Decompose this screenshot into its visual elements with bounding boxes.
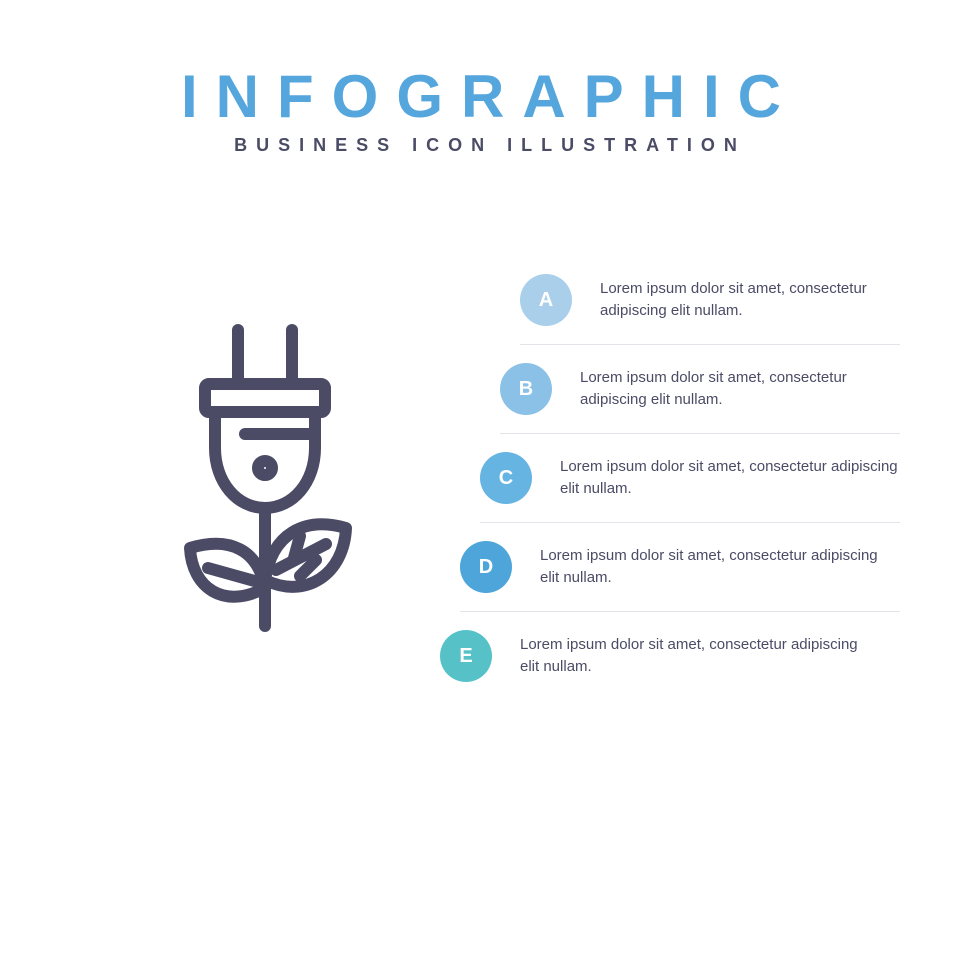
page-title: INFOGRAPHIC [0,62,980,131]
content-row: A Lorem ipsum dolor sit amet, consectetu… [0,156,980,700]
eco-plug-icon [150,318,380,638]
step-text-d: Lorem ipsum dolor sit amet, consectetur … [540,545,900,590]
step-badge-c: C [480,452,532,504]
step-badge-d: D [460,541,512,593]
steps-list: A Lorem ipsum dolor sit amet, consectetu… [450,256,900,700]
step-b: B Lorem ipsum dolor sit amet, consectetu… [500,345,900,434]
main-icon-area [80,318,450,638]
step-d: D Lorem ipsum dolor sit amet, consectetu… [460,523,900,612]
header: INFOGRAPHIC BUSINESS ICON ILLUSTRATION [0,0,980,156]
step-c: C Lorem ipsum dolor sit amet, consectetu… [480,434,900,523]
step-a: A Lorem ipsum dolor sit amet, consectetu… [520,256,900,345]
step-text-c: Lorem ipsum dolor sit amet, consectetur … [560,456,900,501]
page-subtitle: BUSINESS ICON ILLUSTRATION [0,135,980,156]
step-text-a: Lorem ipsum dolor sit amet, consectetur … [600,278,900,323]
step-text-e: Lorem ipsum dolor sit amet, consectetur … [520,634,880,679]
step-e: E Lorem ipsum dolor sit amet, consectetu… [440,612,900,700]
step-text-b: Lorem ipsum dolor sit amet, consectetur … [580,367,900,412]
step-badge-e: E [440,630,492,682]
step-badge-a: A [520,274,572,326]
step-badge-b: B [500,363,552,415]
